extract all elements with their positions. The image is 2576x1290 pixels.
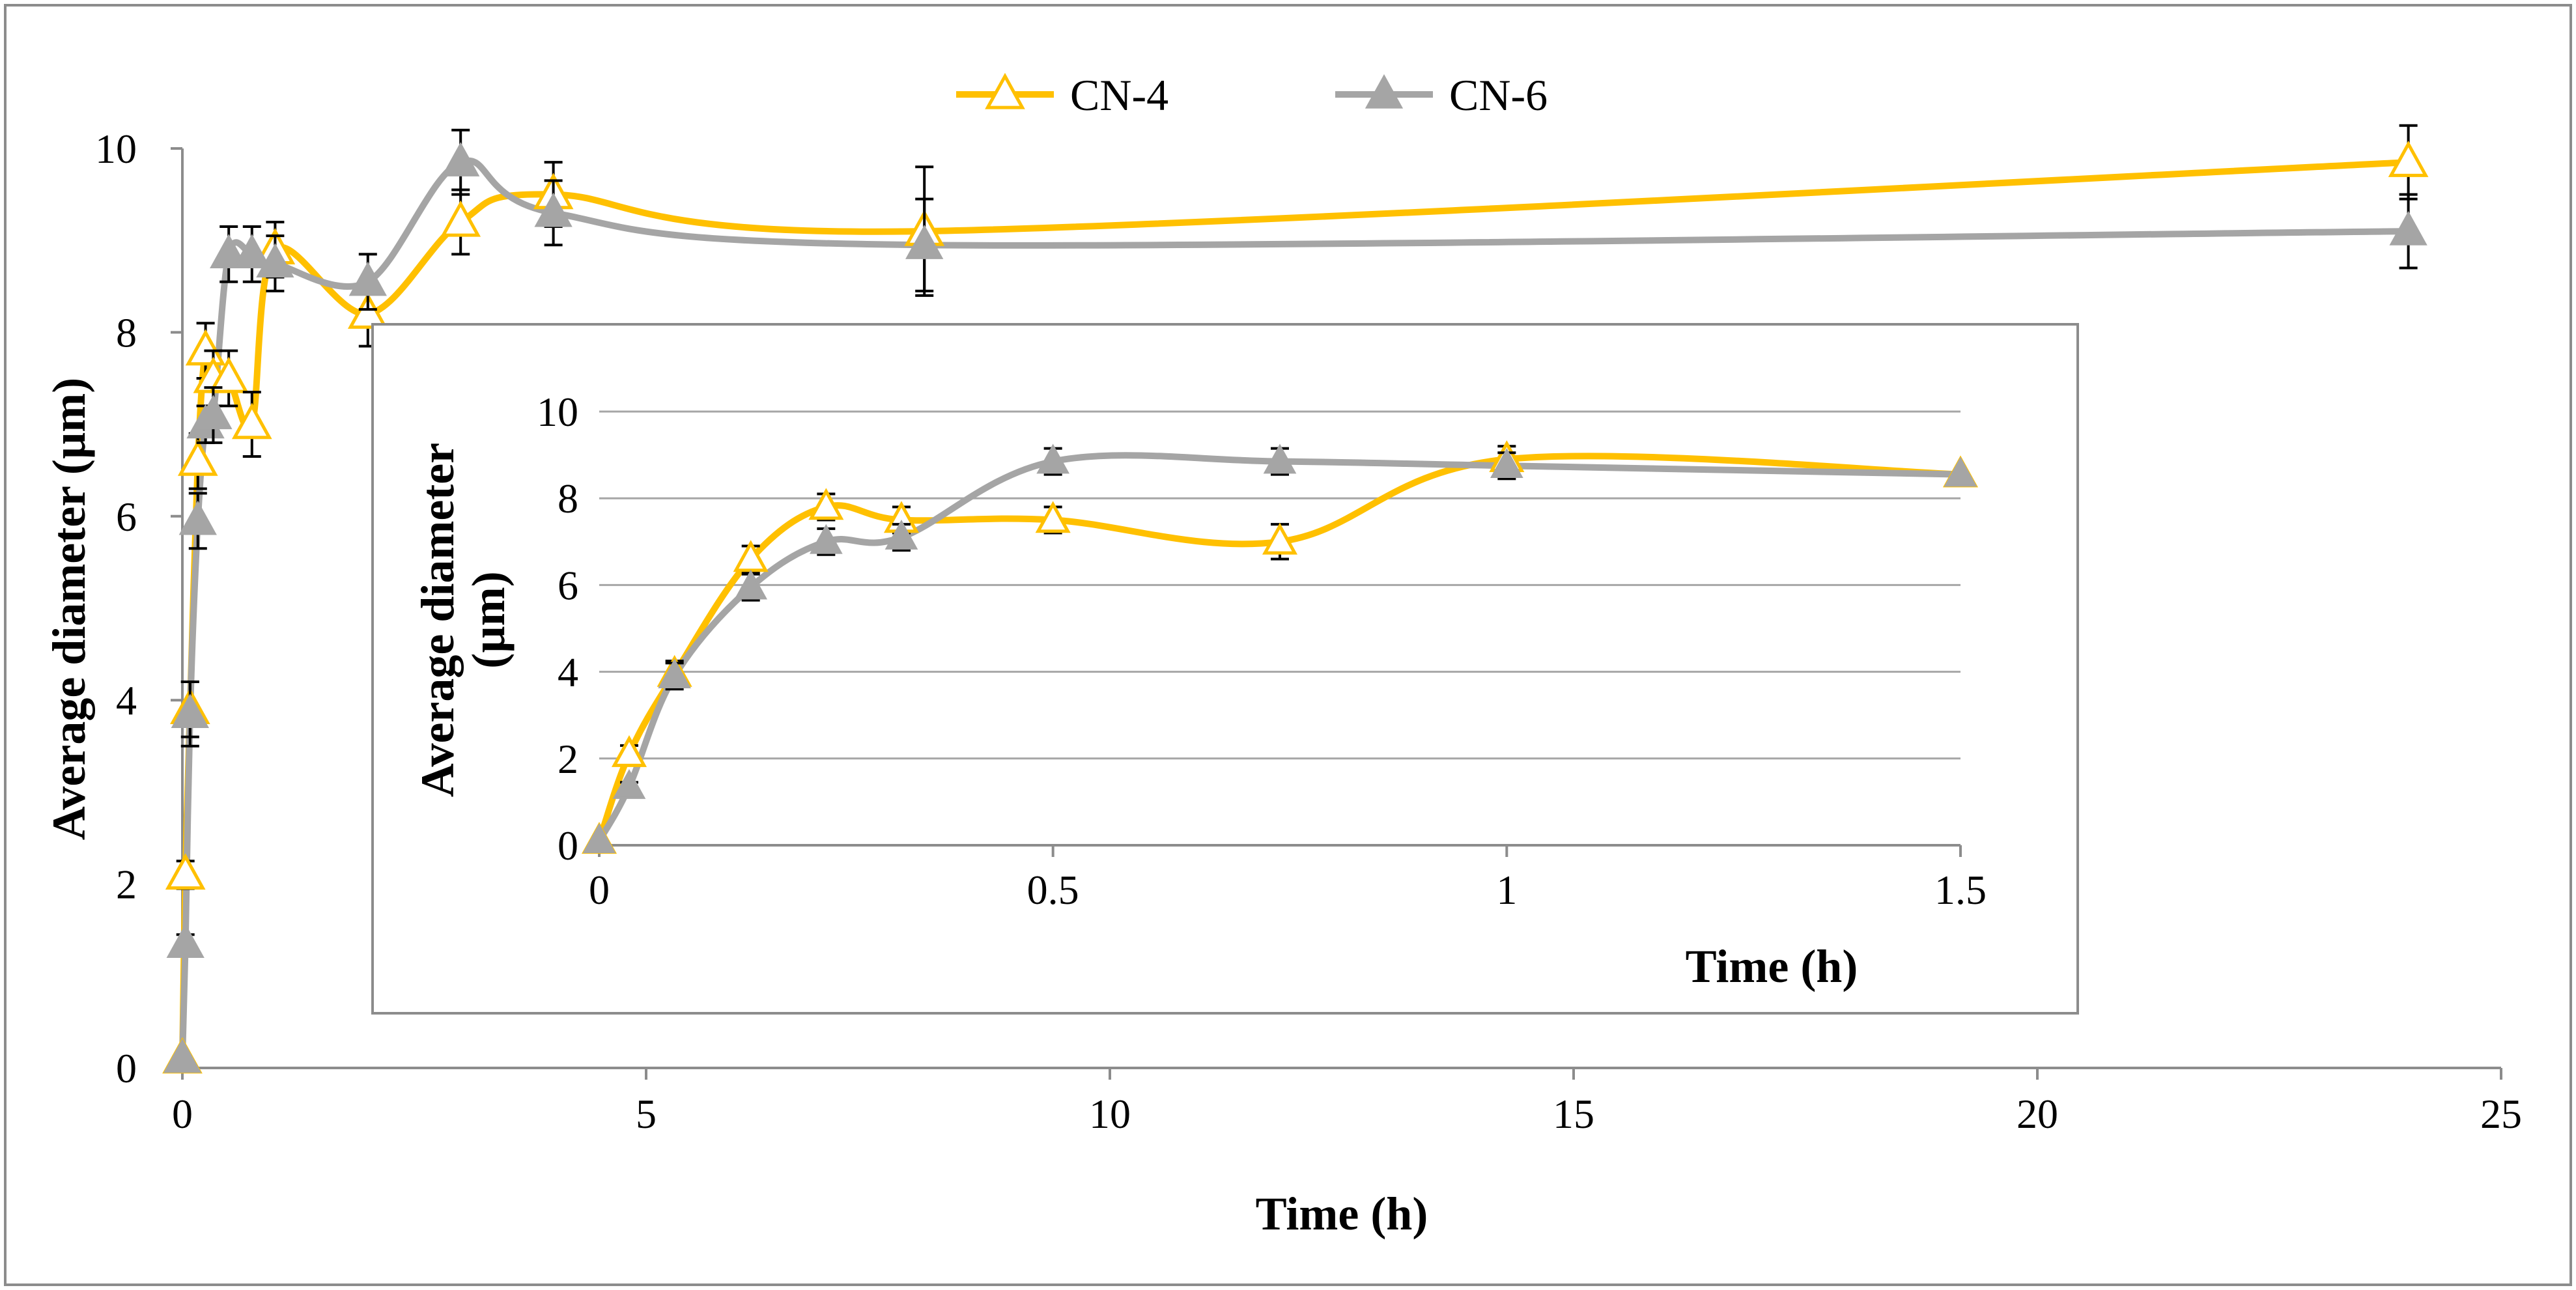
x-tick-label: 0 xyxy=(589,867,610,913)
data-point-cn-6 xyxy=(734,569,768,600)
y-axis-title-group: Average diameter(µm) xyxy=(412,443,515,797)
x-tick-label: 0 xyxy=(172,1091,193,1137)
y-tick-label: 0 xyxy=(116,1045,137,1091)
data-point-cn-6 xyxy=(166,923,205,959)
y-axis-title: Average diameter(µm) xyxy=(412,443,515,797)
data-point-cn-6 xyxy=(905,225,944,259)
y-tick-label: 10 xyxy=(95,126,137,172)
x-tick-label: 1 xyxy=(1496,867,1517,913)
x-tick-label: 10 xyxy=(1089,1091,1131,1137)
data-point-cn-6 xyxy=(178,500,217,535)
y-tick-label: 2 xyxy=(558,736,578,782)
legend: CN-4 CN-6 xyxy=(956,70,1548,120)
y-axis-title: Average diameter (µm) xyxy=(43,378,95,841)
legend-label-cn-4: CN-4 xyxy=(1070,70,1168,120)
y-tick-label: 4 xyxy=(116,677,137,723)
data-point-cn-4 xyxy=(1035,501,1071,533)
data-point-cn-6 xyxy=(163,1038,202,1073)
legend-label-cn-6: CN-6 xyxy=(1449,70,1548,120)
data-point-cn-4 xyxy=(177,439,218,476)
data-point-cn-6 xyxy=(194,395,233,430)
y-tick-label: 4 xyxy=(558,649,578,695)
data-point-cn-6 xyxy=(2389,210,2427,245)
data-point-cn-6 xyxy=(534,192,573,227)
data-point-cn-6 xyxy=(1944,456,1977,487)
x-tick-label: 15 xyxy=(1553,1091,1594,1137)
data-point-cn-4 xyxy=(231,402,272,440)
y-tick-label: 0 xyxy=(558,822,578,869)
inset-frame xyxy=(371,323,2079,1015)
data-point-cn-4 xyxy=(165,853,206,890)
y-tick-label: 6 xyxy=(558,562,578,608)
data-point-cn-4 xyxy=(611,735,647,767)
data-point-cn-4 xyxy=(440,200,481,237)
y-tick-label: 6 xyxy=(116,494,137,540)
data-point-cn-6 xyxy=(233,234,271,269)
x-tick-label: 25 xyxy=(2480,1091,2522,1137)
data-point-cn-4 xyxy=(208,356,249,393)
x-tick-label: 20 xyxy=(2017,1091,2058,1137)
data-point-cn-6 xyxy=(171,694,209,729)
data-point-cn-6 xyxy=(348,261,387,296)
data-point-cn-6 xyxy=(612,768,646,799)
data-point-cn-6 xyxy=(1263,443,1297,474)
data-point-cn-6 xyxy=(658,658,691,689)
data-point-cn-6 xyxy=(885,520,918,550)
x-axis-title: Time (h) xyxy=(1686,940,1858,992)
data-point-cn-6 xyxy=(1490,448,1523,479)
data-point-cn-6 xyxy=(256,243,294,278)
x-tick-label: 1.5 xyxy=(1934,867,1987,913)
y-tick-label: 8 xyxy=(558,475,578,522)
y-tick-label: 2 xyxy=(116,862,137,908)
data-point-cn-4 xyxy=(2388,141,2429,177)
data-point-cn-4 xyxy=(347,292,388,329)
y-tick-label: 10 xyxy=(537,389,578,435)
data-point-cn-6 xyxy=(809,524,843,554)
data-point-cn-6 xyxy=(442,142,480,176)
legend-marker-cn-6 xyxy=(1365,74,1404,109)
y-tick-label: 8 xyxy=(116,309,137,356)
x-axis-title: Time (h) xyxy=(1256,1188,1428,1240)
y-axis-title-line1: Average diameter xyxy=(412,443,464,797)
data-point-cn-4 xyxy=(808,488,844,520)
x-tick-label: 0.5 xyxy=(1027,867,1079,913)
legend-marker-cn-4 xyxy=(985,72,1025,109)
y-axis-title-line2: (µm) xyxy=(462,571,515,668)
data-point-cn-6 xyxy=(1036,443,1070,474)
inset-chart: 0 0.5 1 1.5 0 2 4 6 8 10 Time (h) Average diameter(… xyxy=(371,323,2079,1015)
data-point-cn-4 xyxy=(1262,522,1298,555)
x-tick-label: 5 xyxy=(636,1091,657,1137)
data-point-cn-6 xyxy=(210,234,248,269)
data-point-cn-6 xyxy=(582,823,616,854)
